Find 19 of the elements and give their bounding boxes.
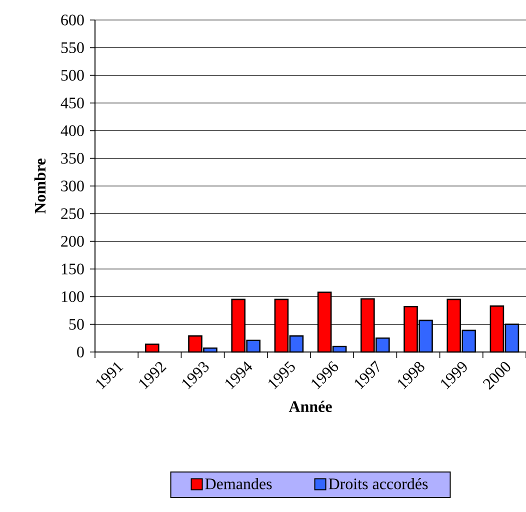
- legend-label: Droits accordés: [328, 478, 428, 490]
- y-tick-label: 550: [61, 42, 84, 54]
- y-tick-label: 150: [62, 264, 84, 274]
- y-tick-label: 350: [61, 152, 84, 164]
- y-tick-label: 250: [61, 208, 84, 220]
- legend-label: Demandes: [205, 478, 272, 490]
- y-tick-label: 300: [61, 180, 84, 192]
- y-tick-label: 200: [61, 236, 84, 247]
- y-tick-label: 600: [61, 14, 84, 26]
- y-tick-label: 0: [77, 346, 84, 358]
- y-tick-label: 400: [60, 125, 84, 136]
- y-tick-label: 450: [60, 98, 84, 108]
- y-tick-label: 100: [62, 291, 84, 302]
- y-axis-title: Nombre: [34, 158, 46, 214]
- x-tick-label: 1991: [96, 362, 124, 390]
- x-axis-title: Année: [288, 400, 332, 412]
- x-tick-label: 1992: [139, 362, 167, 390]
- y-tick-label: 50: [69, 318, 84, 330]
- y-tick-label: 500: [61, 70, 84, 81]
